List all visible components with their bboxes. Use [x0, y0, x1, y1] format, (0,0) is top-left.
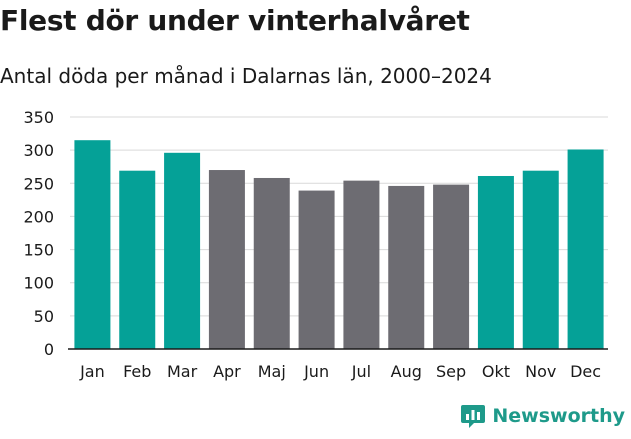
x-tick-label: Mar: [167, 362, 198, 381]
bar-nov: [522, 170, 559, 349]
bar-okt: [477, 175, 514, 349]
x-tick-label: Dec: [570, 362, 601, 381]
bar-feb: [119, 170, 156, 349]
bar-sep: [433, 184, 470, 349]
bar-maj: [253, 177, 290, 349]
y-tick-label: 150: [23, 241, 54, 260]
x-tick-label: Jun: [303, 362, 329, 381]
x-tick-label: Nov: [525, 362, 556, 381]
newsworthy-logo-text: Newsworthy: [492, 405, 625, 427]
y-tick-label: 350: [23, 108, 54, 127]
x-tick-label: Jan: [79, 362, 105, 381]
y-tick-label: 0: [44, 340, 54, 359]
gridlines: [70, 116, 608, 317]
x-tick-label: Aug: [391, 362, 422, 381]
newsworthy-logo: Newsworthy: [460, 403, 625, 429]
x-tick-label: Apr: [213, 362, 241, 381]
bar-apr: [208, 170, 245, 349]
x-tick-label: Sep: [436, 362, 466, 381]
bar-jun: [298, 190, 335, 349]
bar-aug: [388, 185, 425, 349]
y-tick-label: 50: [34, 307, 54, 326]
newsworthy-logo-icon: [461, 405, 486, 428]
x-tick-label: Okt: [482, 362, 510, 381]
x-tick-label: Jul: [351, 362, 371, 381]
bars: [74, 140, 604, 349]
axes: 0 50 100 150 200 250 300 350 Jan Feb Mar Apr Maj Jun J…: [23, 108, 608, 381]
x-tick-label: Maj: [258, 362, 286, 381]
bar-jan: [74, 140, 111, 349]
chart-title: Flest dör under vinterhalvåret: [0, 4, 470, 37]
bar-dec: [567, 149, 604, 349]
x-tick-label: Feb: [123, 362, 151, 381]
y-tick-label: 100: [23, 274, 54, 293]
y-tick-label: 300: [23, 141, 54, 160]
y-tick-label: 250: [23, 174, 54, 193]
bar-jul: [343, 180, 380, 349]
bar-mar: [164, 152, 201, 349]
chart-subtitle: Antal döda per månad i Dalarnas län, 200…: [0, 64, 492, 88]
y-tick-label: 200: [23, 207, 54, 226]
